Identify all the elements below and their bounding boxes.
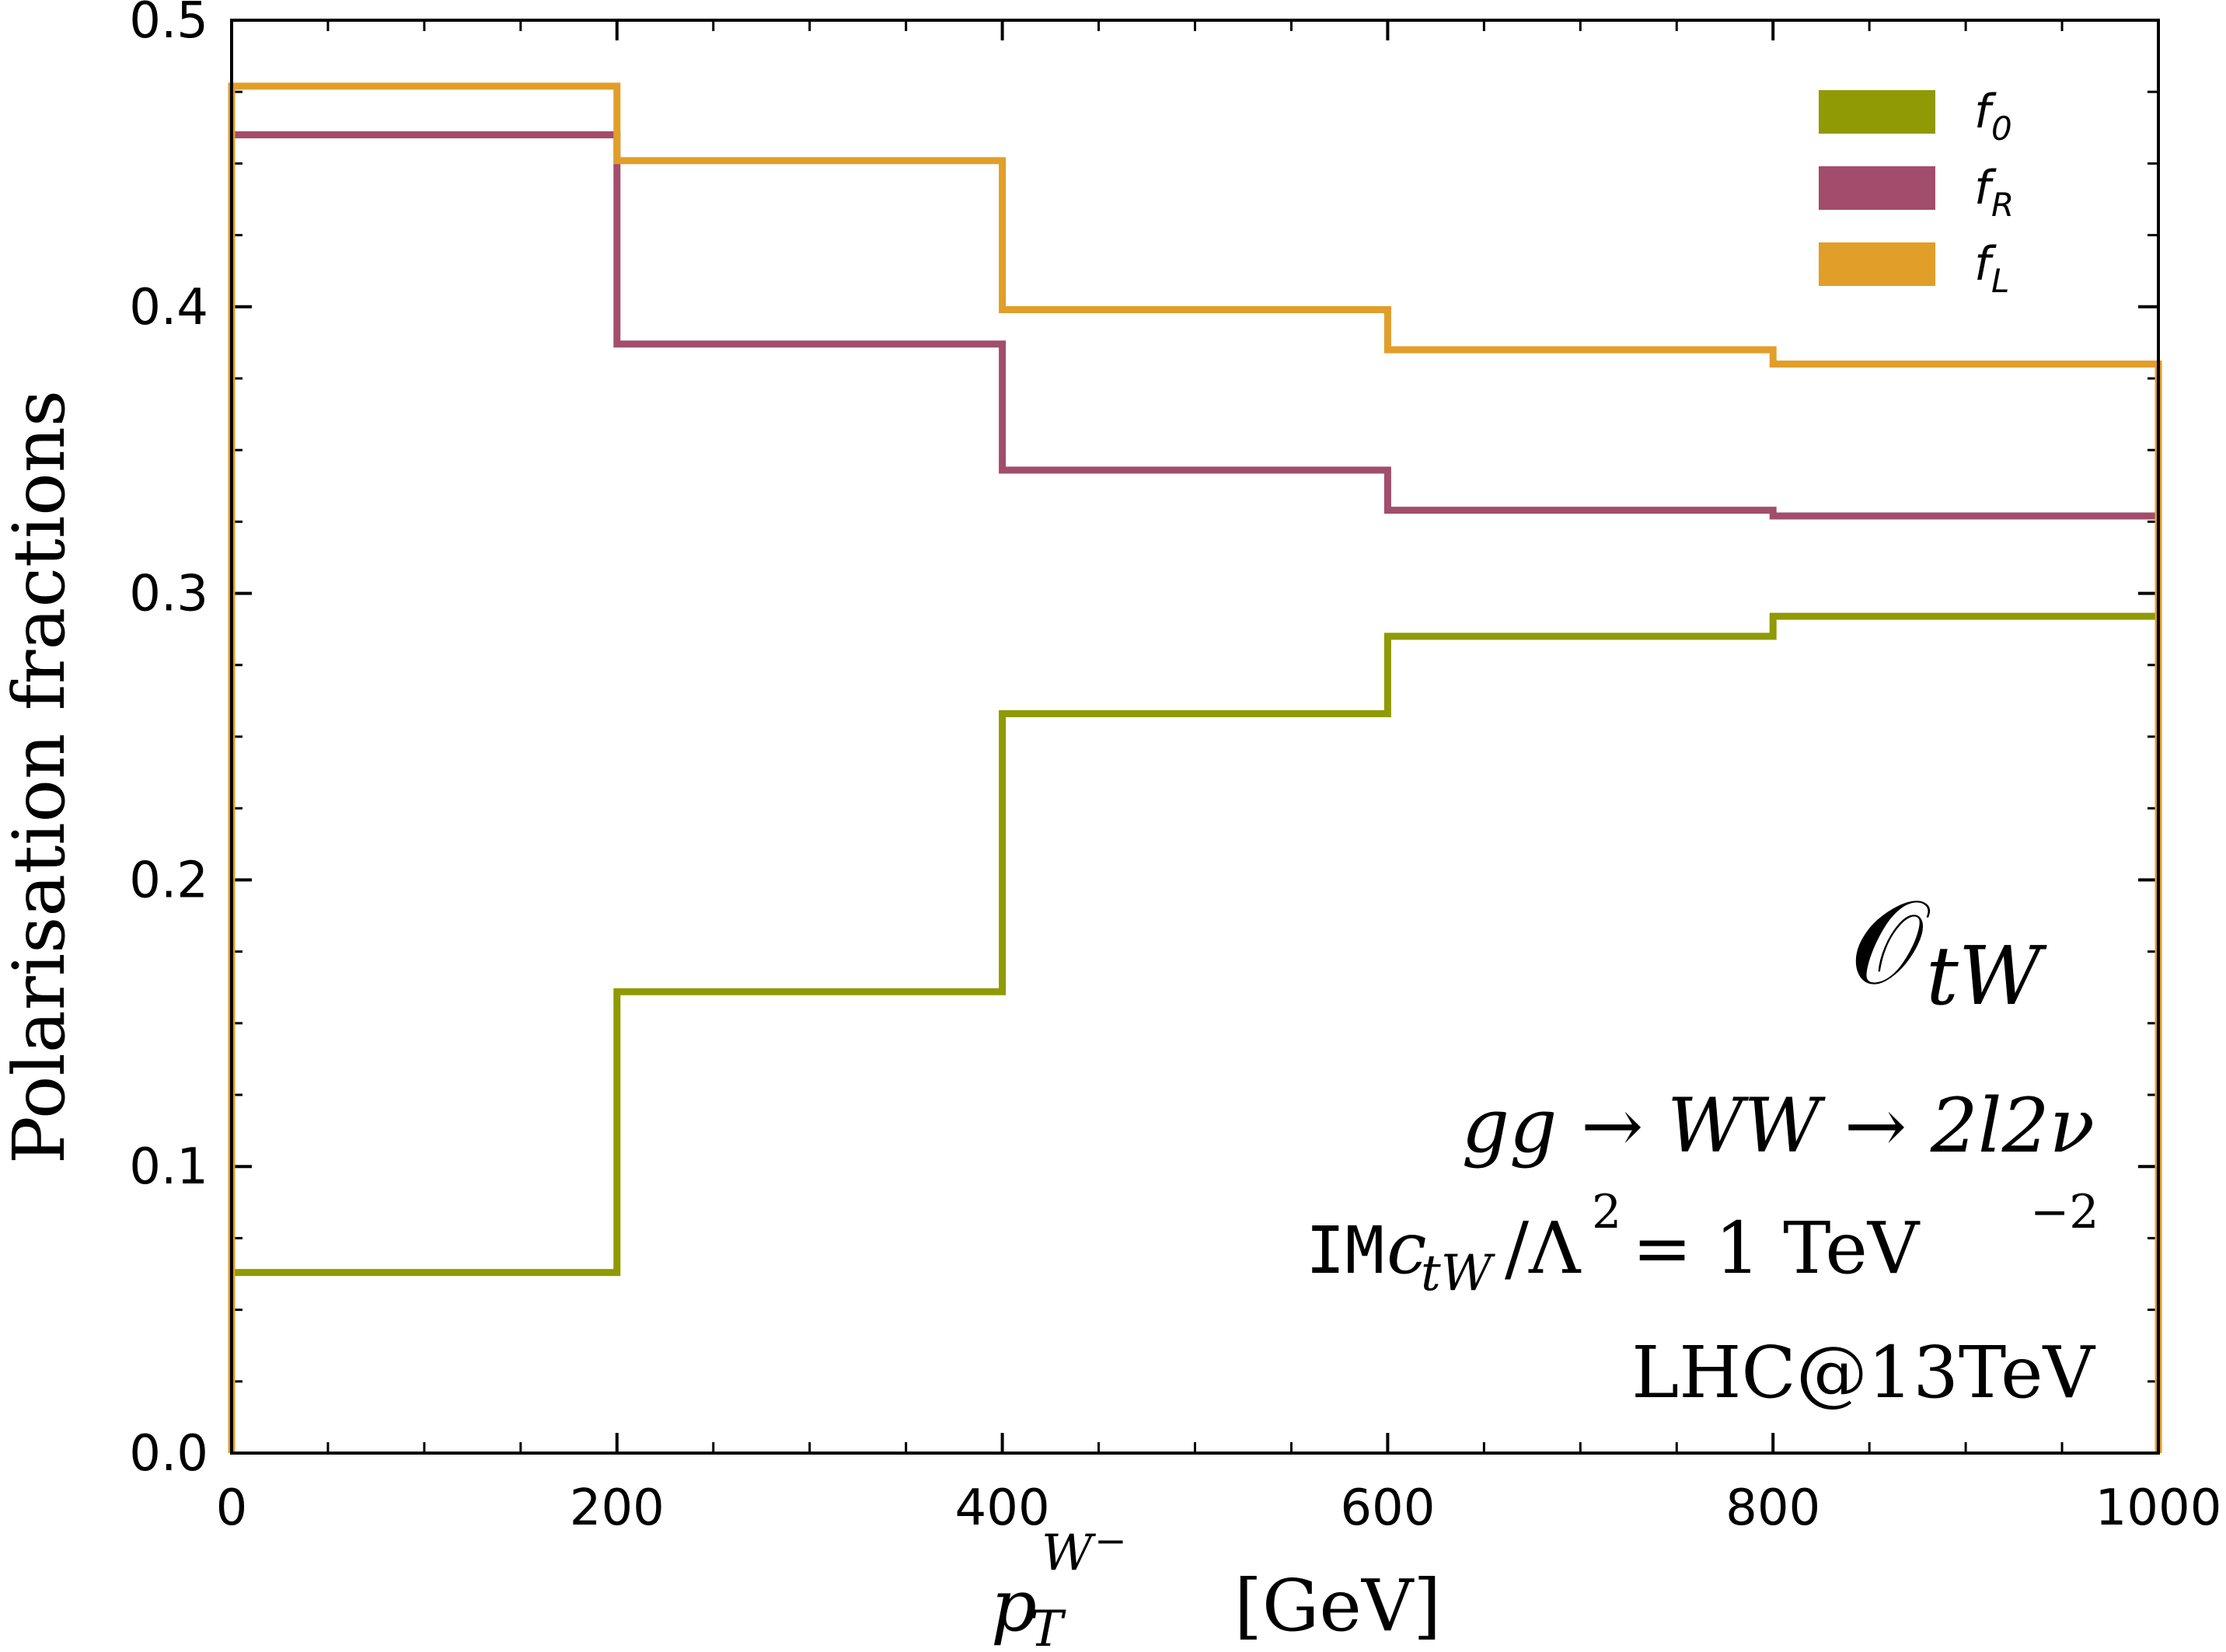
x-tick-label: 800	[1725, 1479, 1820, 1537]
coupling-square: 2	[1592, 1185, 1621, 1239]
x-axis-label-sup: W	[1041, 1525, 1097, 1582]
annotations: 𝒪 tW gg → WW → 2l2ν IM c tW /Λ 2 = 1 TeV…	[1306, 876, 2099, 1414]
x-axis-label-unit: [GeV]	[1234, 1564, 1441, 1647]
coupling-c-sub: tW	[1421, 1245, 1496, 1302]
legend: f 0f Rf L	[1819, 85, 2014, 300]
legend-sub-f0: 0	[1991, 110, 2012, 148]
y-tick-label: 0.2	[129, 852, 208, 909]
coupling-rest: /Λ	[1505, 1207, 1582, 1290]
operator-subscript: tW	[1926, 929, 2047, 1023]
y-tick-label: 0.0	[129, 1425, 208, 1483]
legend-swatch-fL	[1819, 242, 1935, 286]
coupling-label: IM c tW /Λ 2 = 1 TeV −2	[1306, 1185, 2099, 1302]
legend-sub-fR: R	[1991, 186, 2014, 224]
series-group	[228, 82, 2162, 1453]
series-fL-step	[228, 82, 2162, 1453]
x-tick-label: 400	[955, 1479, 1050, 1537]
tick-labels: 0 200 400 600 800 1000 0.0 0.1 0.2 0.3 0.4 0.5	[129, 0, 2221, 1537]
y-tick-label: 0.4	[129, 279, 208, 336]
y-axis-label: Polarisation fractions	[0, 390, 81, 1164]
process-label: gg → WW → 2l2ν	[1462, 1082, 2095, 1169]
legend-swatch-f0	[1819, 90, 1935, 134]
x-tick-label: 1000	[2095, 1479, 2222, 1537]
coupling-prefix: IM	[1306, 1212, 1384, 1288]
x-axis-label-sup-minus: −	[1094, 1518, 1127, 1563]
series-fR-step	[228, 131, 2162, 1453]
x-tick-label: 600	[1340, 1479, 1435, 1537]
plot-frame	[230, 19, 2160, 1455]
legend-sub-fL: L	[1991, 262, 2009, 300]
x-axis-label-sub: T	[1030, 1601, 1066, 1652]
collider-label: LHC@13TeV	[1631, 1331, 2095, 1414]
x-tick-label: 200	[570, 1479, 665, 1537]
coupling-c: c	[1387, 1207, 1427, 1290]
legend-swatch-fR	[1819, 166, 1935, 210]
y-tick-label: 0.3	[129, 566, 208, 623]
x-axis-label: p T W − [GeV]	[991, 1518, 1441, 1652]
series-f0-step	[228, 612, 2162, 1453]
coupling-value: = 1 TeV	[1632, 1207, 1921, 1290]
coupling-exponent: −2	[2030, 1185, 2099, 1239]
x-axis-label-p: p	[991, 1564, 1037, 1647]
x-tick-label: 0	[216, 1479, 248, 1537]
y-tick-label: 0.1	[129, 1138, 208, 1196]
y-tick-label: 0.5	[129, 0, 208, 50]
operator-label: 𝒪	[1850, 876, 1931, 1011]
